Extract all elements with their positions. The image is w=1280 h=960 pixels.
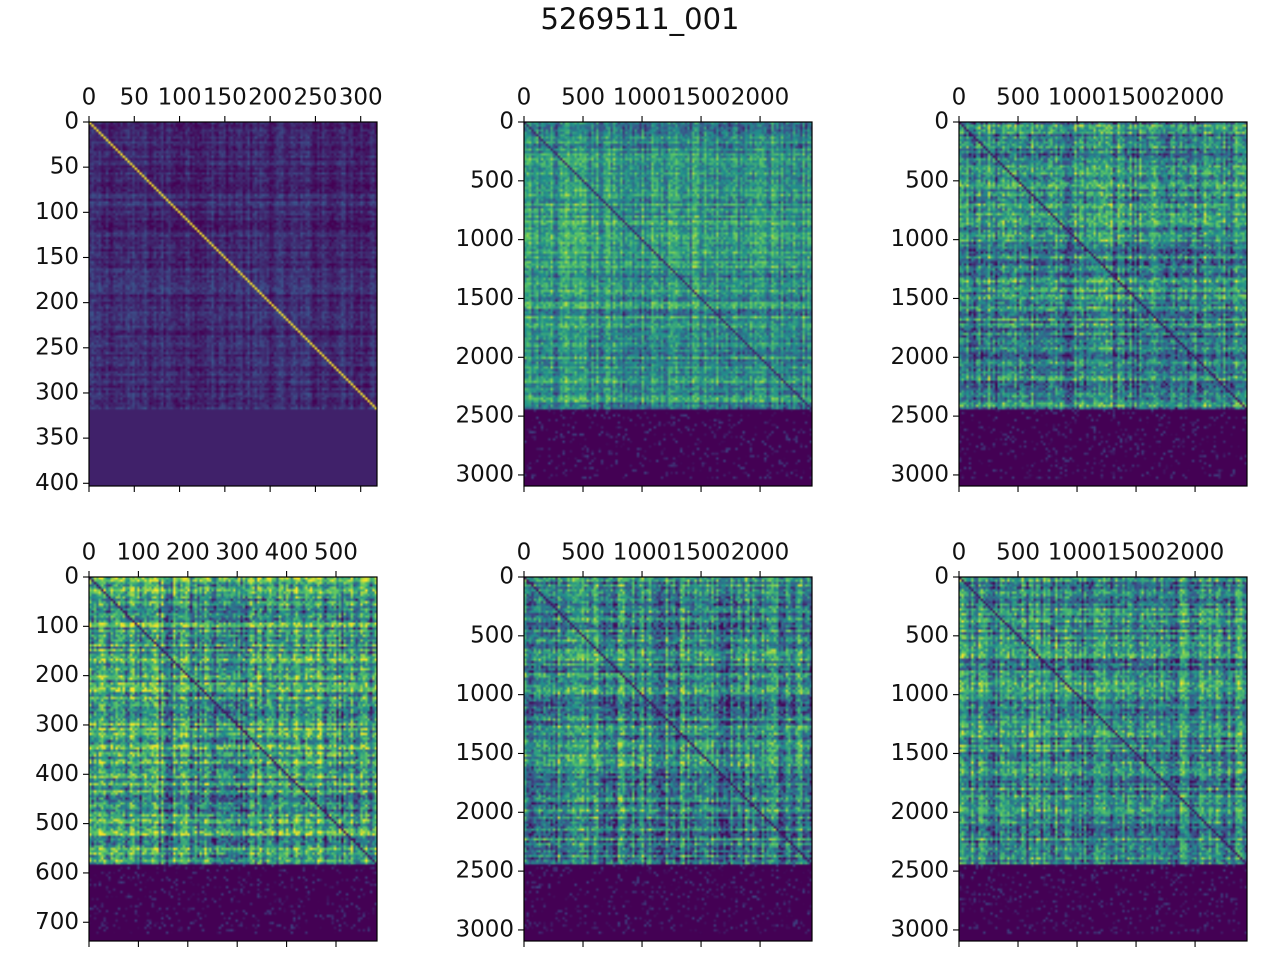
y-tick-label: 250 (35, 334, 79, 360)
x-tick-label: 0 (82, 540, 97, 566)
x-tick-label: 0 (517, 540, 532, 566)
y-tick-label: 400 (35, 761, 79, 787)
x-tick-label: 500 (561, 85, 605, 111)
y-tick-label: 1000 (890, 226, 949, 252)
y-tick-label: 0 (64, 564, 79, 590)
y-tick-label: 3000 (455, 461, 514, 487)
y-tick-label: 0 (64, 109, 79, 135)
y-tick-label: 1500 (890, 740, 949, 766)
y-tick-label: 2500 (890, 858, 949, 884)
axes-frame (523, 576, 813, 942)
x-tick-label: 0 (82, 85, 97, 111)
y-tick-label: 2500 (890, 403, 949, 429)
y-tick-label: 1000 (455, 681, 514, 707)
x-tick-label: 0 (952, 85, 967, 111)
x-tick-label: 200 (248, 85, 292, 111)
y-tick-label: 2000 (890, 799, 949, 825)
y-tick-label: 500 (905, 622, 949, 648)
x-tick-label: 1000 (613, 540, 672, 566)
y-tick-label: 100 (35, 613, 79, 639)
x-tick-label: 150 (203, 85, 247, 111)
axes-frame (523, 121, 813, 487)
y-tick-label: 0 (934, 564, 949, 590)
y-tick-label: 300 (35, 711, 79, 737)
heatmap-image (524, 577, 812, 941)
y-tick-label: 3000 (890, 461, 949, 487)
x-tick-label: 500 (996, 540, 1040, 566)
y-tick-label: 0 (499, 109, 514, 135)
y-tick-label: 0 (934, 109, 949, 135)
x-tick-label: 500 (996, 85, 1040, 111)
x-tick-label: 0 (952, 540, 967, 566)
y-tick-label: 3000 (455, 916, 514, 942)
y-tick-label: 2500 (455, 858, 514, 884)
y-tick-label: 3000 (890, 916, 949, 942)
axes-frame (88, 121, 378, 487)
x-tick-label: 50 (120, 85, 149, 111)
y-tick-label: 1500 (455, 285, 514, 311)
y-tick-label: 1500 (455, 740, 514, 766)
y-tick-label: 700 (35, 909, 79, 935)
x-tick-label: 2000 (1166, 540, 1225, 566)
y-tick-label: 1500 (890, 285, 949, 311)
figure-title: 5269511_001 (540, 2, 740, 36)
x-tick-label: 0 (517, 85, 532, 111)
y-tick-label: 0 (499, 564, 514, 590)
y-tick-label: 50 (50, 154, 79, 180)
y-tick-label: 2000 (455, 799, 514, 825)
axes-frame (958, 121, 1248, 487)
x-tick-label: 1500 (672, 85, 731, 111)
x-tick-label: 1500 (1107, 85, 1166, 111)
x-tick-label: 1000 (613, 85, 672, 111)
x-tick-label: 500 (561, 540, 605, 566)
y-tick-label: 1000 (890, 681, 949, 707)
x-tick-label: 250 (293, 85, 337, 111)
x-tick-label: 100 (116, 540, 160, 566)
y-tick-label: 400 (35, 470, 79, 496)
y-tick-label: 500 (470, 167, 514, 193)
y-tick-label: 500 (905, 167, 949, 193)
heatmap-image (89, 122, 377, 486)
x-tick-label: 300 (215, 540, 259, 566)
y-tick-label: 500 (470, 622, 514, 648)
heatmap-image (89, 577, 377, 941)
x-tick-label: 1000 (1048, 85, 1107, 111)
x-tick-label: 400 (265, 540, 309, 566)
y-tick-label: 200 (35, 662, 79, 688)
x-tick-label: 1000 (1048, 540, 1107, 566)
heatmap-image (524, 122, 812, 486)
y-tick-label: 150 (35, 244, 79, 270)
y-tick-label: 600 (35, 859, 79, 885)
y-tick-label: 500 (35, 810, 79, 836)
y-tick-label: 2000 (455, 344, 514, 370)
x-tick-label: 1500 (1107, 540, 1166, 566)
axes-frame (958, 576, 1248, 942)
x-tick-label: 500 (314, 540, 358, 566)
x-tick-label: 1500 (672, 540, 731, 566)
y-tick-label: 1000 (455, 226, 514, 252)
x-tick-label: 2000 (1166, 85, 1225, 111)
y-tick-label: 2000 (890, 344, 949, 370)
heatmap-image (959, 577, 1247, 941)
panel-1: 0 50 100 150 200 250 3000501001502002503003504… (35, 85, 383, 496)
y-tick-label: 200 (35, 289, 79, 315)
x-tick-label: 300 (339, 85, 383, 111)
x-tick-label: 100 (158, 85, 202, 111)
x-tick-label: 2000 (731, 540, 790, 566)
heatmap-image (959, 122, 1247, 486)
y-tick-label: 300 (35, 379, 79, 405)
x-tick-label: 2000 (731, 85, 790, 111)
y-tick-label: 350 (35, 425, 79, 451)
y-tick-label: 100 (35, 199, 79, 225)
y-tick-label: 2500 (455, 403, 514, 429)
axes-frame (88, 576, 378, 942)
x-tick-label: 200 (166, 540, 210, 566)
